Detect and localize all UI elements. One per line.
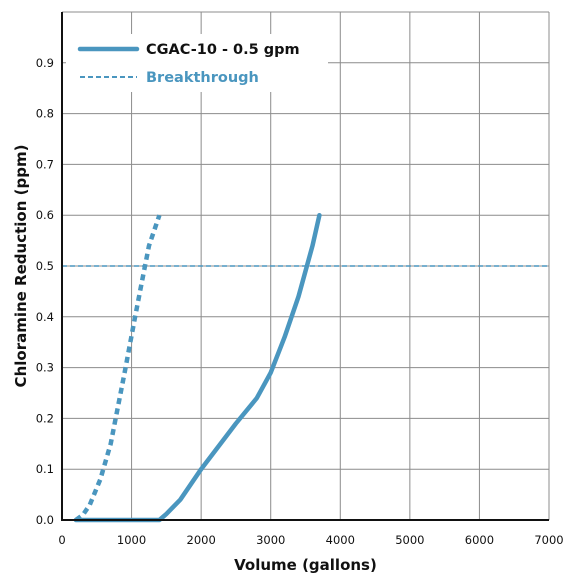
x-tick-label: 6000 <box>465 533 494 547</box>
x-tick-label: 4000 <box>326 533 355 547</box>
legend-background <box>66 34 328 92</box>
y-axis-label: Chloramine Reduction (ppm) <box>12 145 30 388</box>
axes <box>61 12 549 521</box>
y-tick-label: 0.0 <box>36 513 54 527</box>
legend-label-cgac-10: CGAC-10 - 0.5 gpm <box>146 42 300 58</box>
x-tick-label: 1000 <box>117 533 146 547</box>
x-tick-label: 3000 <box>256 533 285 547</box>
legend-label-breakthrough: Breakthrough <box>146 70 259 86</box>
x-tick-label: 0 <box>58 533 65 547</box>
x-tick-label: 2000 <box>187 533 216 547</box>
x-tick-label: 5000 <box>395 533 424 547</box>
x-axis-label: Volume (gallons) <box>234 556 377 574</box>
y-tick-label: 0.8 <box>36 107 54 121</box>
tick-labels: 0 1000 2000 3000 4000 5000 6000 7000 0.0 0.1 0.2 0.… <box>36 56 564 547</box>
y-tick-label: 0.1 <box>36 462 54 476</box>
y-tick-label: 0.9 <box>36 56 54 70</box>
y-tick-label: 0.6 <box>36 208 54 222</box>
y-tick-label: 0.4 <box>36 310 54 324</box>
y-tick-label: 0.3 <box>36 361 54 375</box>
y-tick-label: 0.5 <box>36 259 54 273</box>
x-tick-label: 7000 <box>534 533 563 547</box>
series-line-1 <box>74 214 162 522</box>
legend: CGAC-10 - 0.5 gpm Breakthrough <box>66 34 328 92</box>
y-tick-label: 0.7 <box>36 157 54 171</box>
y-tick-label: 0.2 <box>36 411 54 425</box>
